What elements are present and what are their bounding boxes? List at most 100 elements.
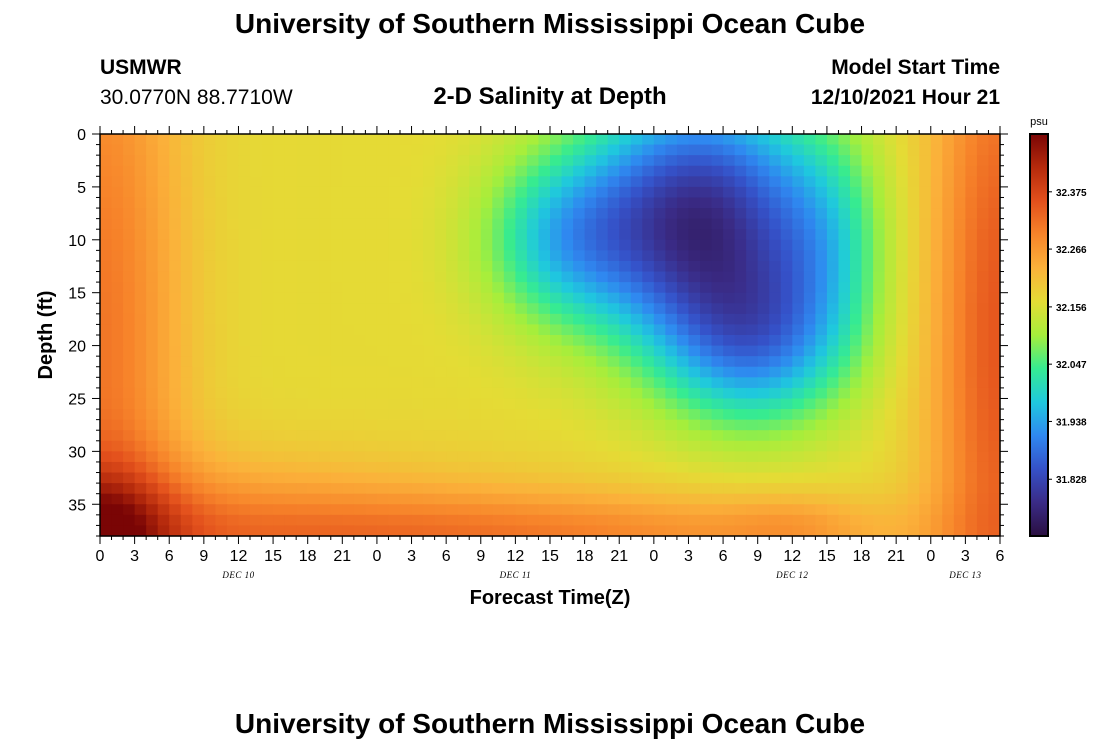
heatmap-cell [757, 176, 770, 188]
heatmap-cell [492, 197, 505, 209]
heatmap-cell [250, 419, 263, 431]
heatmap-cell [780, 144, 793, 156]
heatmap-cell [434, 419, 447, 431]
heatmap-cell [930, 292, 943, 304]
heatmap-cell [526, 451, 540, 463]
heatmap-cell [838, 461, 851, 474]
heatmap-cell [192, 271, 205, 283]
heatmap-cell [815, 313, 828, 326]
heatmap-cell [953, 229, 966, 241]
heatmap-cell [919, 324, 932, 336]
heatmap-cell [515, 197, 528, 209]
heatmap-cell [169, 260, 182, 273]
heatmap-cell [861, 165, 874, 177]
heatmap-cell [976, 483, 990, 495]
heatmap-cell [330, 472, 343, 484]
heatmap-cell [976, 377, 990, 389]
heatmap-cell [642, 419, 655, 431]
heatmap-cell [146, 134, 159, 146]
y-tick-label: 20 [68, 339, 86, 356]
heatmap-cell [146, 525, 159, 537]
heatmap-cell [573, 472, 586, 484]
heatmap-cell [434, 134, 447, 146]
heatmap-cell [180, 239, 193, 251]
heatmap-cell [896, 451, 909, 463]
heatmap-cell [757, 461, 770, 474]
heatmap-cell [826, 525, 840, 537]
heatmap-cell [653, 292, 666, 304]
heatmap-cell [757, 472, 770, 484]
heatmap-cell [100, 419, 113, 431]
heatmap-cell [550, 292, 563, 304]
heatmap-cell [873, 155, 886, 167]
heatmap-cell [861, 155, 874, 167]
heatmap-cell [976, 472, 990, 484]
heatmap-cell [319, 451, 332, 463]
heatmap-cell [780, 525, 793, 537]
heatmap-cell [250, 345, 263, 357]
heatmap-cell [538, 514, 551, 527]
heatmap-cell [711, 335, 724, 347]
heatmap-cell [907, 461, 920, 474]
heatmap-cell [169, 461, 182, 474]
heatmap-cell [965, 409, 978, 421]
heatmap-cell [215, 260, 228, 273]
heatmap-cell [330, 292, 343, 304]
heatmap-cell [307, 155, 320, 167]
heatmap-cell [100, 409, 113, 421]
heatmap-cell [238, 356, 251, 368]
heatmap-cell [261, 324, 274, 336]
heatmap-cell [965, 176, 978, 188]
heatmap-cell [526, 335, 540, 347]
chart-subtitle: 2-D Salinity at Depth [433, 83, 667, 110]
heatmap-cell [896, 292, 909, 304]
heatmap-cell [550, 483, 563, 495]
heatmap-cell [123, 239, 136, 251]
heatmap-cell [976, 398, 990, 410]
heatmap-cell [746, 134, 759, 146]
heatmap-cell [769, 239, 782, 251]
heatmap-cell [100, 292, 113, 304]
heatmap-cell [803, 409, 816, 421]
heatmap-cell [919, 377, 932, 389]
heatmap-cell [930, 398, 943, 410]
heatmap-cell [123, 155, 136, 167]
heatmap-cell [607, 366, 620, 378]
heatmap-cell [965, 493, 978, 505]
heatmap-cell [330, 377, 343, 389]
heatmap-cell [423, 208, 436, 220]
heatmap-cell [596, 144, 609, 156]
heatmap-cell [169, 472, 182, 484]
heatmap-cell [676, 440, 690, 452]
heatmap-cell [238, 208, 251, 220]
heatmap-cell [503, 239, 516, 251]
heatmap-cell [319, 208, 332, 220]
heatmap-cell [203, 335, 216, 347]
heatmap-cell [261, 398, 274, 410]
heatmap-cell [480, 483, 493, 495]
date-label: DEC 13 [948, 570, 981, 580]
heatmap-cell [826, 504, 840, 516]
x-tick-label: 18 [576, 548, 594, 565]
heatmap-cell [711, 260, 724, 273]
heatmap-cell [965, 208, 978, 220]
heatmap-cell [273, 419, 286, 431]
heatmap-cell [746, 409, 759, 421]
heatmap-cell [723, 324, 736, 336]
heatmap-cell [480, 366, 493, 378]
heatmap-cell [700, 356, 713, 368]
heatmap-cell [550, 345, 563, 357]
heatmap-cell [976, 356, 990, 368]
heatmap-cell [780, 440, 793, 452]
heatmap-cell [261, 176, 274, 188]
heatmap-cell [446, 387, 459, 400]
heatmap-cell [307, 324, 320, 336]
heatmap-cell [503, 387, 516, 400]
heatmap-cell [653, 208, 666, 220]
heatmap-cell [296, 335, 309, 347]
heatmap-cell [769, 186, 782, 199]
heatmap-cell [319, 335, 332, 347]
heatmap-cell [930, 250, 943, 262]
heatmap-cell [780, 239, 793, 251]
heatmap-cell [965, 398, 978, 410]
